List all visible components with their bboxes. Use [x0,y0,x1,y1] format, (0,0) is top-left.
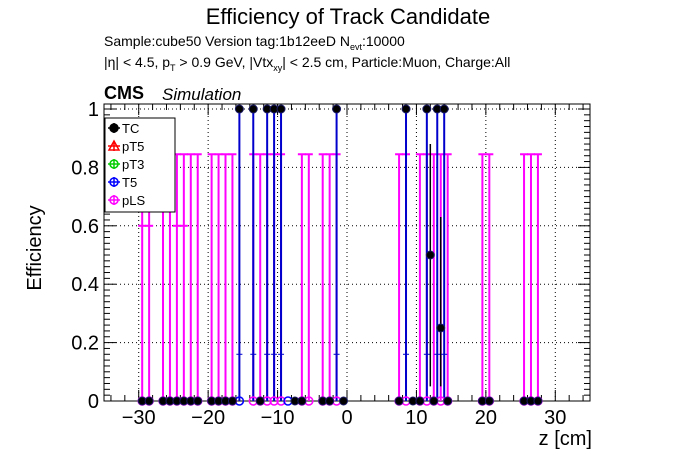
y-tick-label: 0.6 [71,216,99,238]
x-tick-label: −20 [191,407,225,429]
y-tick-label: 0.2 [71,333,99,355]
legend-label: TC [122,121,139,136]
cuts-text-a: |η| < 4.5, p [104,54,171,70]
cuts-sub-a: T [170,63,176,73]
nevt-subscript: evt [349,42,362,52]
x-tick-label: 30 [544,407,566,429]
tc-marker [401,104,411,114]
tc-marker [325,396,335,406]
legend-marker [109,177,119,187]
tc-marker [425,250,435,260]
tc-marker [332,104,342,114]
tc-marker [415,396,425,406]
tc-marker [429,396,439,406]
legend-label: pT5 [122,139,144,154]
tc-marker [339,396,349,406]
tc-marker [297,396,307,406]
legend-marker [109,159,119,169]
pls-marker [276,396,286,406]
tc-marker [436,323,446,333]
tc-marker [533,396,543,406]
tc-marker [193,396,203,406]
x-tick-label: 10 [405,407,427,429]
sample-info-count: :10000 [361,33,405,49]
tc-marker [276,104,286,114]
cms-label: CMS [104,83,144,103]
tc-marker [484,396,494,406]
cuts-sub-b: xy [273,63,283,73]
tc-marker [255,396,265,406]
tc-marker [439,104,449,114]
x-tick-label: 20 [475,407,497,429]
cuts-text-b: > 0.9 GeV, |Vtx [175,54,274,70]
tc-marker [443,396,453,406]
legend-marker [109,195,119,205]
cuts-text-c: | < 2.5 cm, Particle:Muon, Charge:All [282,54,511,70]
x-tick-label: −10 [261,407,295,429]
tc-marker [234,104,244,114]
x-tick-label: 0 [341,407,352,429]
legend-label: T5 [122,175,137,190]
legend-marker [107,139,121,151]
legend-label: pLS [122,193,145,208]
y-tick-label: 0.4 [71,274,99,296]
legend-marker [109,123,119,133]
sample-info-line: Sample:cube50 Version tag:1b12eeD Nevt:1… [104,33,405,52]
x-tick-label: −30 [122,407,156,429]
x-axis-label: z [cm] [538,428,592,450]
tc-marker [227,396,237,406]
sample-info-text: Sample:cube50 Version tag:1b12eeD N [104,33,350,49]
tc-marker [422,104,432,114]
pls-marker [269,396,279,406]
y-tick-label: 1 [88,99,99,121]
legend: TC pT5 pT3 T5 pLS [104,117,176,213]
tc-marker [248,104,258,114]
y-tick-label: 0.8 [71,157,99,179]
legend-label: pT3 [122,157,144,172]
tc-marker [144,396,154,406]
tc-marker [394,396,404,406]
y-tick-label: 0 [88,391,99,413]
chart-title: Efficiency of Track Candidate [205,4,491,29]
selection-cuts-line: |η| < 4.5, pT > 0.9 GeV, |Vtxxy| < 2.5 c… [104,54,510,73]
simulation-label: Simulation [162,85,242,104]
